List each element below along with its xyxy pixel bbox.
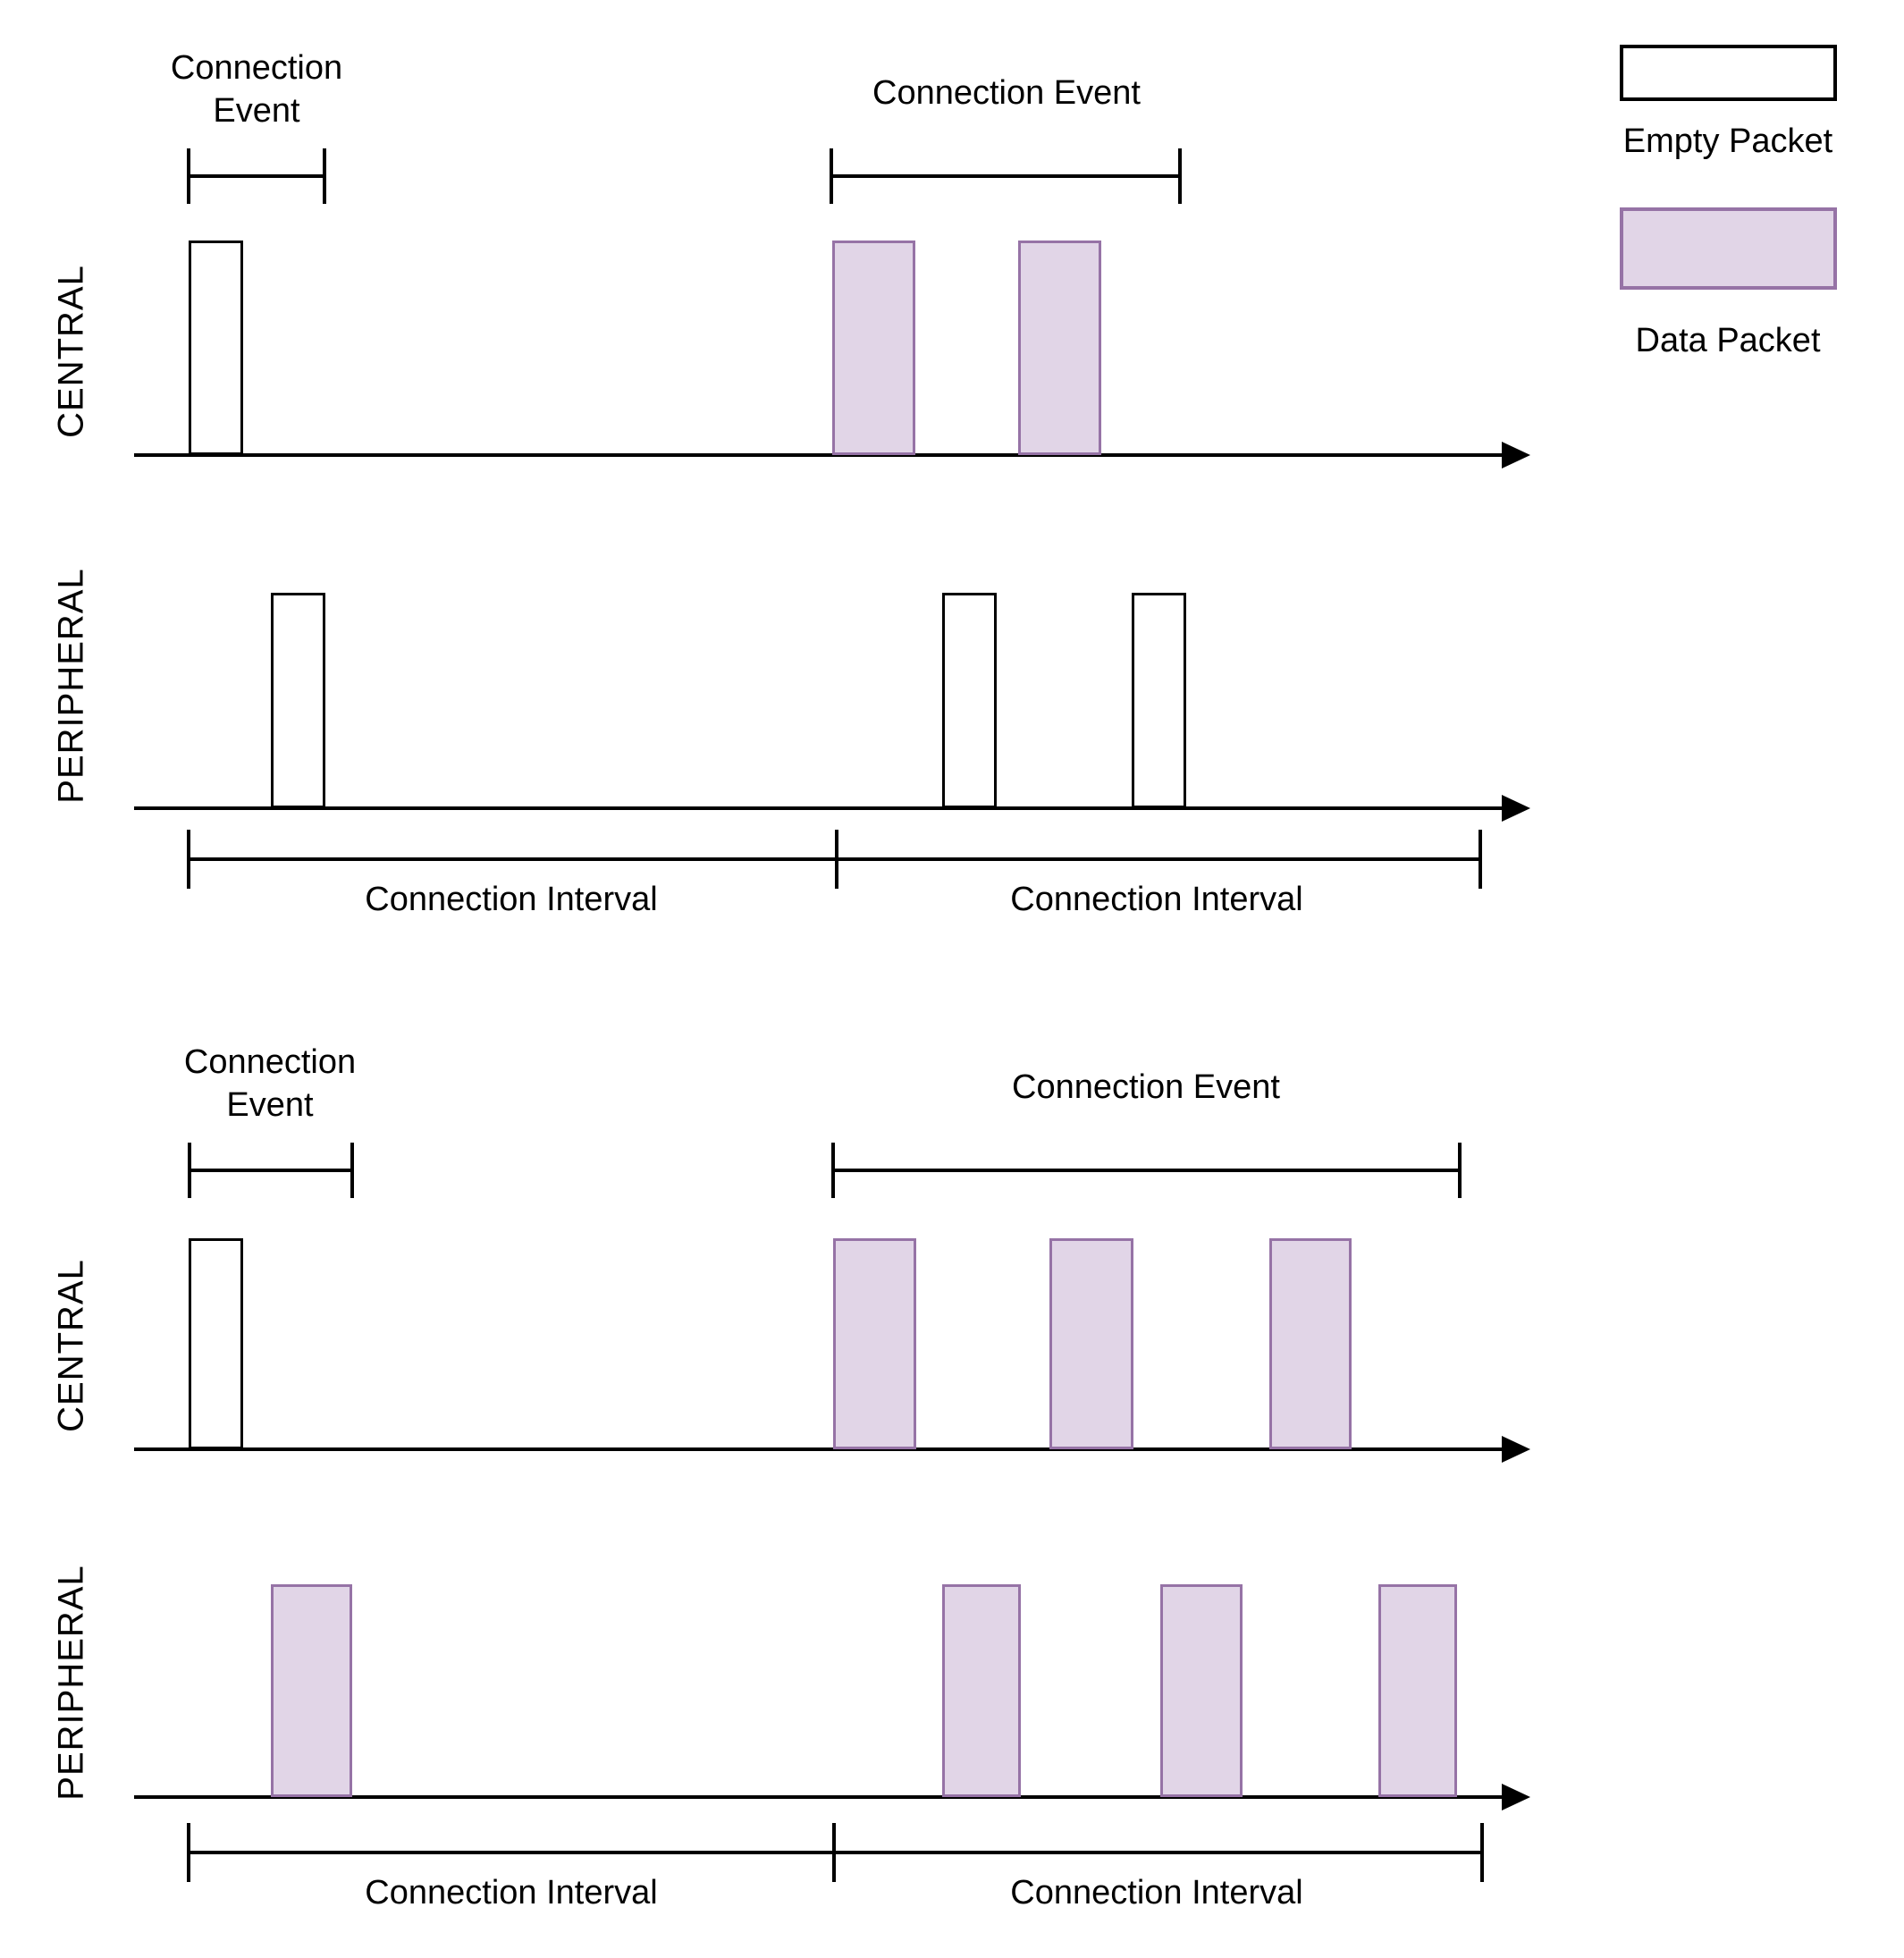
connection-event-bracket-tick bbox=[350, 1143, 354, 1198]
connection-event-bracket-tick bbox=[1458, 1143, 1462, 1198]
empty-packet bbox=[189, 241, 243, 455]
connection-event-bracket bbox=[189, 174, 324, 178]
axis-arrowhead-icon bbox=[1502, 795, 1530, 822]
data-packet bbox=[1269, 1238, 1352, 1449]
connection-interval-label: Connection Interval bbox=[365, 881, 658, 918]
connection-event-bracket-tick bbox=[1178, 148, 1182, 204]
connection-event-bracket-tick bbox=[830, 148, 833, 204]
empty-packet bbox=[189, 1238, 243, 1449]
connection-interval-tick bbox=[835, 830, 838, 889]
connection-interval-label: Connection Interval bbox=[1010, 1874, 1303, 1912]
peripheral-row-label: PERIPHERAL bbox=[51, 1565, 91, 1801]
connection-event-bracket-tick bbox=[831, 1143, 835, 1198]
data-packet-label: Data Packet bbox=[1635, 322, 1821, 359]
connection-event-label: Connection Event bbox=[872, 74, 1141, 112]
connection-event-bracket-tick bbox=[188, 1143, 191, 1198]
connection-event-label: Connection Event bbox=[170, 49, 343, 130]
connection-event-bracket-tick bbox=[187, 148, 190, 204]
empty-packet bbox=[942, 593, 997, 808]
central-timeline-axis bbox=[134, 453, 1505, 457]
connection-event-bracket bbox=[833, 1169, 1460, 1172]
data-packet bbox=[942, 1584, 1021, 1797]
connection-interval-label: Connection Interval bbox=[1010, 881, 1303, 918]
connection-interval-bracket bbox=[189, 857, 1480, 861]
axis-arrowhead-icon bbox=[1502, 1436, 1530, 1463]
data-packet bbox=[1049, 1238, 1133, 1449]
data-packet bbox=[271, 1584, 352, 1797]
connection-event-bracket bbox=[190, 1169, 352, 1172]
connection-interval-tick bbox=[1480, 1823, 1484, 1882]
peripheral-row-label: PERIPHERAL bbox=[51, 568, 91, 804]
central-timeline-axis bbox=[134, 1447, 1505, 1451]
data-packet bbox=[1018, 241, 1101, 455]
connection-interval-label: Connection Interval bbox=[365, 1874, 658, 1912]
connection-event-label: Connection Event bbox=[1012, 1068, 1280, 1106]
connection-event-bracket-tick bbox=[323, 148, 326, 204]
data-packet bbox=[833, 1238, 916, 1449]
data-packet bbox=[1378, 1584, 1457, 1797]
central-row-label: CENTRAL bbox=[51, 1259, 91, 1432]
empty-packet bbox=[1132, 593, 1186, 808]
connection-interval-tick bbox=[832, 1823, 836, 1882]
peripheral-timeline-axis bbox=[134, 1795, 1505, 1799]
data-packet bbox=[832, 241, 915, 455]
connection-event-label: Connection Event bbox=[183, 1043, 357, 1124]
axis-arrowhead-icon bbox=[1502, 1784, 1530, 1810]
data-packet bbox=[1160, 1584, 1243, 1797]
connection-interval-tick bbox=[187, 1823, 190, 1882]
empty-packet bbox=[271, 593, 325, 808]
peripheral-timeline-axis bbox=[134, 806, 1505, 810]
connection-event-bracket bbox=[831, 174, 1180, 178]
axis-arrowhead-icon bbox=[1502, 442, 1530, 468]
empty-packet-label: Empty Packet bbox=[1622, 122, 1833, 160]
central-row-label: CENTRAL bbox=[51, 265, 91, 438]
data-packet-swatch bbox=[1620, 207, 1837, 290]
connection-interval-tick bbox=[187, 830, 190, 889]
connection-interval-tick bbox=[1479, 830, 1482, 889]
empty-packet-swatch bbox=[1620, 45, 1837, 101]
